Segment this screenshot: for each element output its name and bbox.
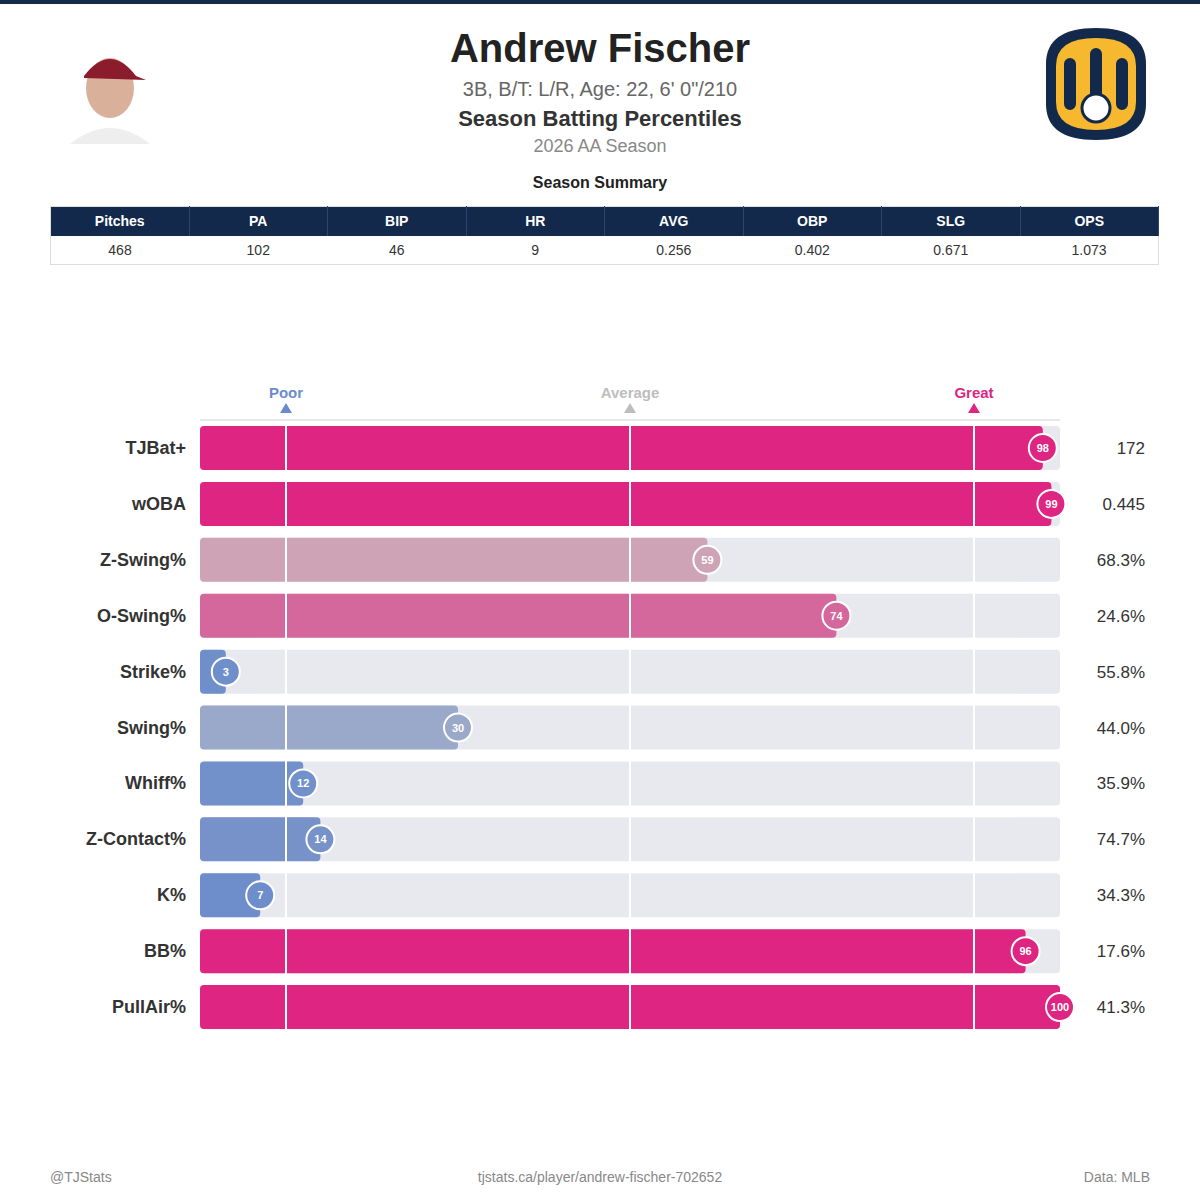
svg-text:0.445: 0.445 <box>1102 495 1145 514</box>
svg-text:74: 74 <box>830 610 843 622</box>
svg-text:PullAir%: PullAir% <box>112 997 186 1017</box>
html-text:AVG: AVG <box>659 213 689 230</box>
html-text:Data: MLB: Data: MLB <box>1083 1169 1150 1185</box>
html-text:OBP: OBP <box>797 213 828 230</box>
svg-text:30: 30 <box>452 722 464 734</box>
html-text:2026 AA Season: 2026 AA Season <box>533 136 667 156</box>
html-text:3B, B/T: L/R, Age: 22, 6' 0"/2: 3B, B/T: L/R, Age: 22, 6' 0"/210 <box>462 78 738 100</box>
html-text:468: 468 <box>108 241 132 258</box>
html-text:Pitches: Pitches <box>94 213 145 230</box>
svg-text:14: 14 <box>314 833 327 845</box>
html-text:102: 102 <box>246 241 270 258</box>
html-text:Season Summary: Season Summary <box>532 174 668 191</box>
html-text:OPS: OPS <box>1074 213 1104 230</box>
svg-text:7: 7 <box>257 889 263 901</box>
svg-text:3: 3 <box>223 666 229 678</box>
svg-text:TJBat+: TJBat+ <box>125 438 186 458</box>
svg-text:Z-Contact%: Z-Contact% <box>86 829 186 849</box>
html-text:BIP: BIP <box>385 213 409 230</box>
svg-text:K%: K% <box>157 885 186 905</box>
html-text:0.671: 0.671 <box>933 241 969 258</box>
svg-text:44.0%: 44.0% <box>1097 719 1145 738</box>
svg-text:24.6%: 24.6% <box>1097 607 1145 626</box>
html-text:9: 9 <box>531 241 540 258</box>
svg-text:100: 100 <box>1051 1001 1069 1013</box>
svg-text:Strike%: Strike% <box>120 662 186 682</box>
svg-text:74.7%: 74.7% <box>1097 830 1145 849</box>
svg-text:35.9%: 35.9% <box>1097 774 1145 793</box>
svg-text:Z-Swing%: Z-Swing% <box>100 550 186 570</box>
html-text:Andrew Fischer: Andrew Fischer <box>450 26 750 70</box>
svg-text:59: 59 <box>701 554 713 566</box>
svg-text:Average: Average <box>601 384 660 401</box>
html-text:0.256: 0.256 <box>656 241 692 258</box>
svg-text:Great: Great <box>954 384 993 401</box>
svg-text:34.3%: 34.3% <box>1097 886 1145 905</box>
svg-text:wOBA: wOBA <box>131 494 186 514</box>
svg-text:Whiff%: Whiff% <box>125 773 186 793</box>
svg-text:Swing%: Swing% <box>117 718 186 738</box>
svg-text:55.8%: 55.8% <box>1097 663 1145 682</box>
svg-text:41.3%: 41.3% <box>1097 998 1145 1017</box>
svg-text:172: 172 <box>1117 439 1145 458</box>
svg-text:68.3%: 68.3% <box>1097 551 1145 570</box>
html-text:0.402: 0.402 <box>794 241 830 258</box>
svg-text:Poor: Poor <box>269 384 303 401</box>
html-text:@TJStats: @TJStats <box>50 1169 112 1185</box>
svg-text:96: 96 <box>1019 945 1031 957</box>
html-text:tjstats.ca/player/andrew-fisch: tjstats.ca/player/andrew-fischer-702652 <box>477 1169 723 1185</box>
svg-text:17.6%: 17.6% <box>1097 942 1145 961</box>
svg-text:98: 98 <box>1037 442 1049 454</box>
html-text:Season Batting Percentiles: Season Batting Percentiles <box>458 106 742 131</box>
html-text:SLG: SLG <box>936 213 966 230</box>
html-text:1.073: 1.073 <box>1071 241 1107 258</box>
svg-text:12: 12 <box>297 777 309 789</box>
svg-text:99: 99 <box>1045 498 1057 510</box>
html-text:HR: HR <box>525 213 546 230</box>
svg-text:BB%: BB% <box>144 941 186 961</box>
svg-text:O-Swing%: O-Swing% <box>97 606 186 626</box>
html-text:46: 46 <box>389 241 405 258</box>
html-text:PA: PA <box>249 213 268 230</box>
